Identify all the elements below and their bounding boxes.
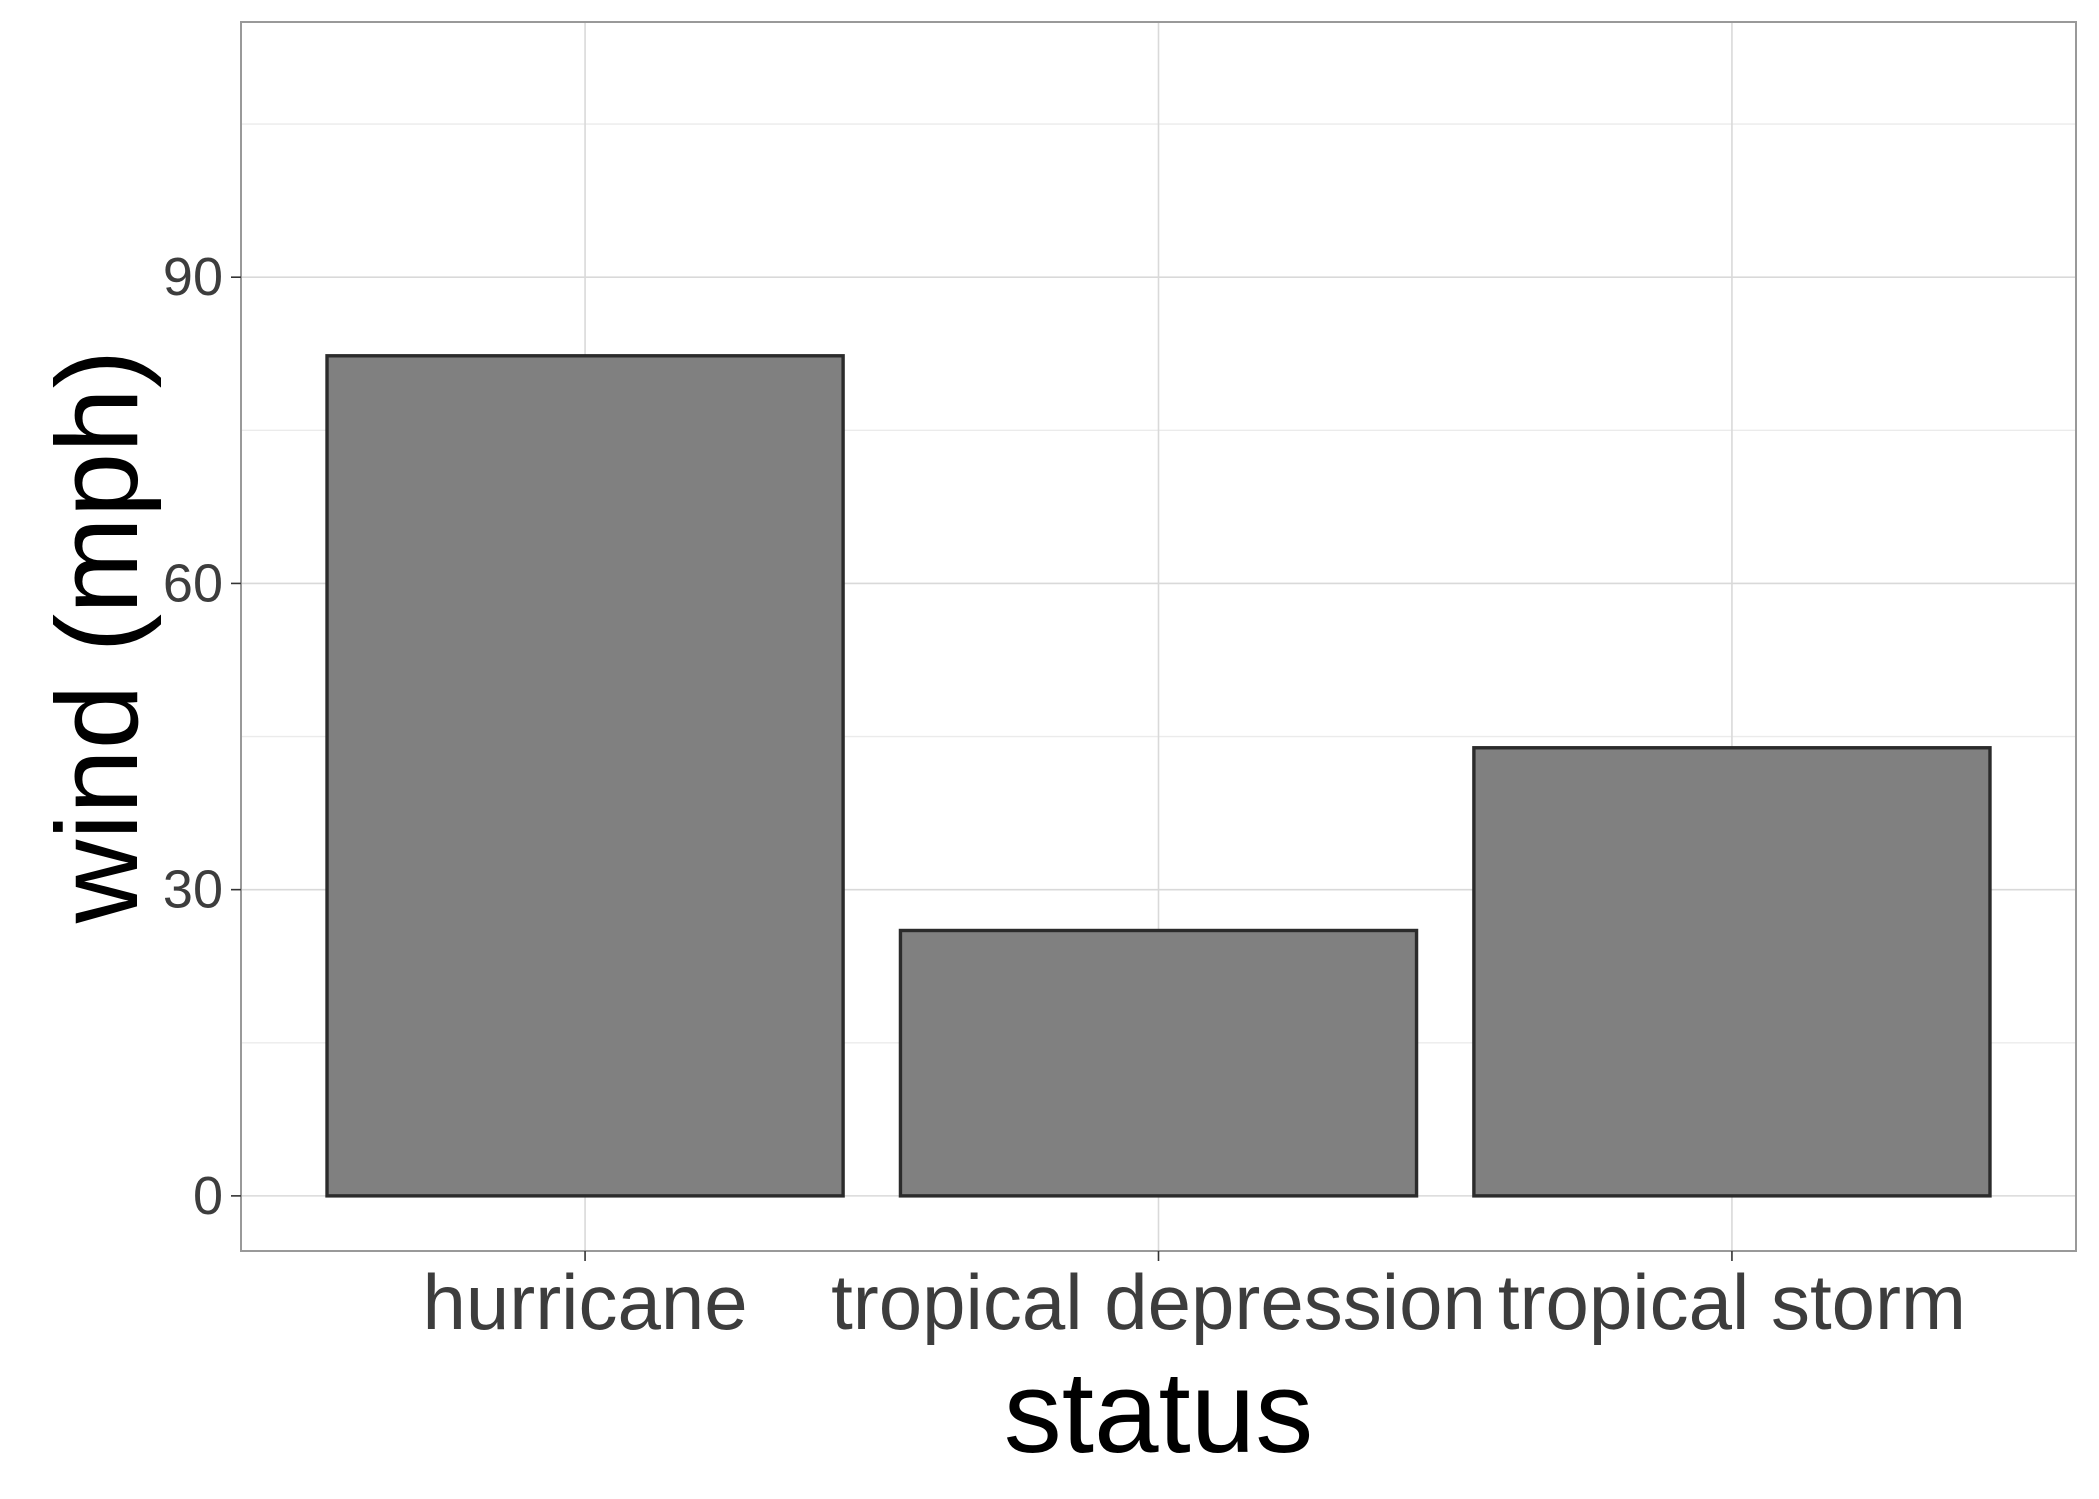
- y-tick-label: 90: [163, 247, 223, 307]
- y-axis: 0 30 60 90: [163, 247, 241, 1226]
- x-tick-label: tropical depression: [831, 1258, 1486, 1346]
- bar-tropical-storm: [1472, 746, 1992, 1198]
- bar-hurricane: [325, 354, 845, 1198]
- y-tick-label: 30: [163, 860, 223, 920]
- x-tick-label: hurricane: [422, 1258, 747, 1346]
- x-axis-title: status: [1004, 1347, 1313, 1477]
- bars: [325, 354, 1992, 1198]
- x-axis: hurricane tropical depression tropical sto…: [422, 1251, 1966, 1346]
- y-tick-label: 60: [163, 553, 223, 613]
- y-axis-title: wind (mph): [32, 350, 162, 925]
- bar-tropical-depression: [898, 928, 1419, 1198]
- y-tick-label: 0: [193, 1166, 223, 1226]
- x-tick-label: tropical storm: [1498, 1258, 1966, 1346]
